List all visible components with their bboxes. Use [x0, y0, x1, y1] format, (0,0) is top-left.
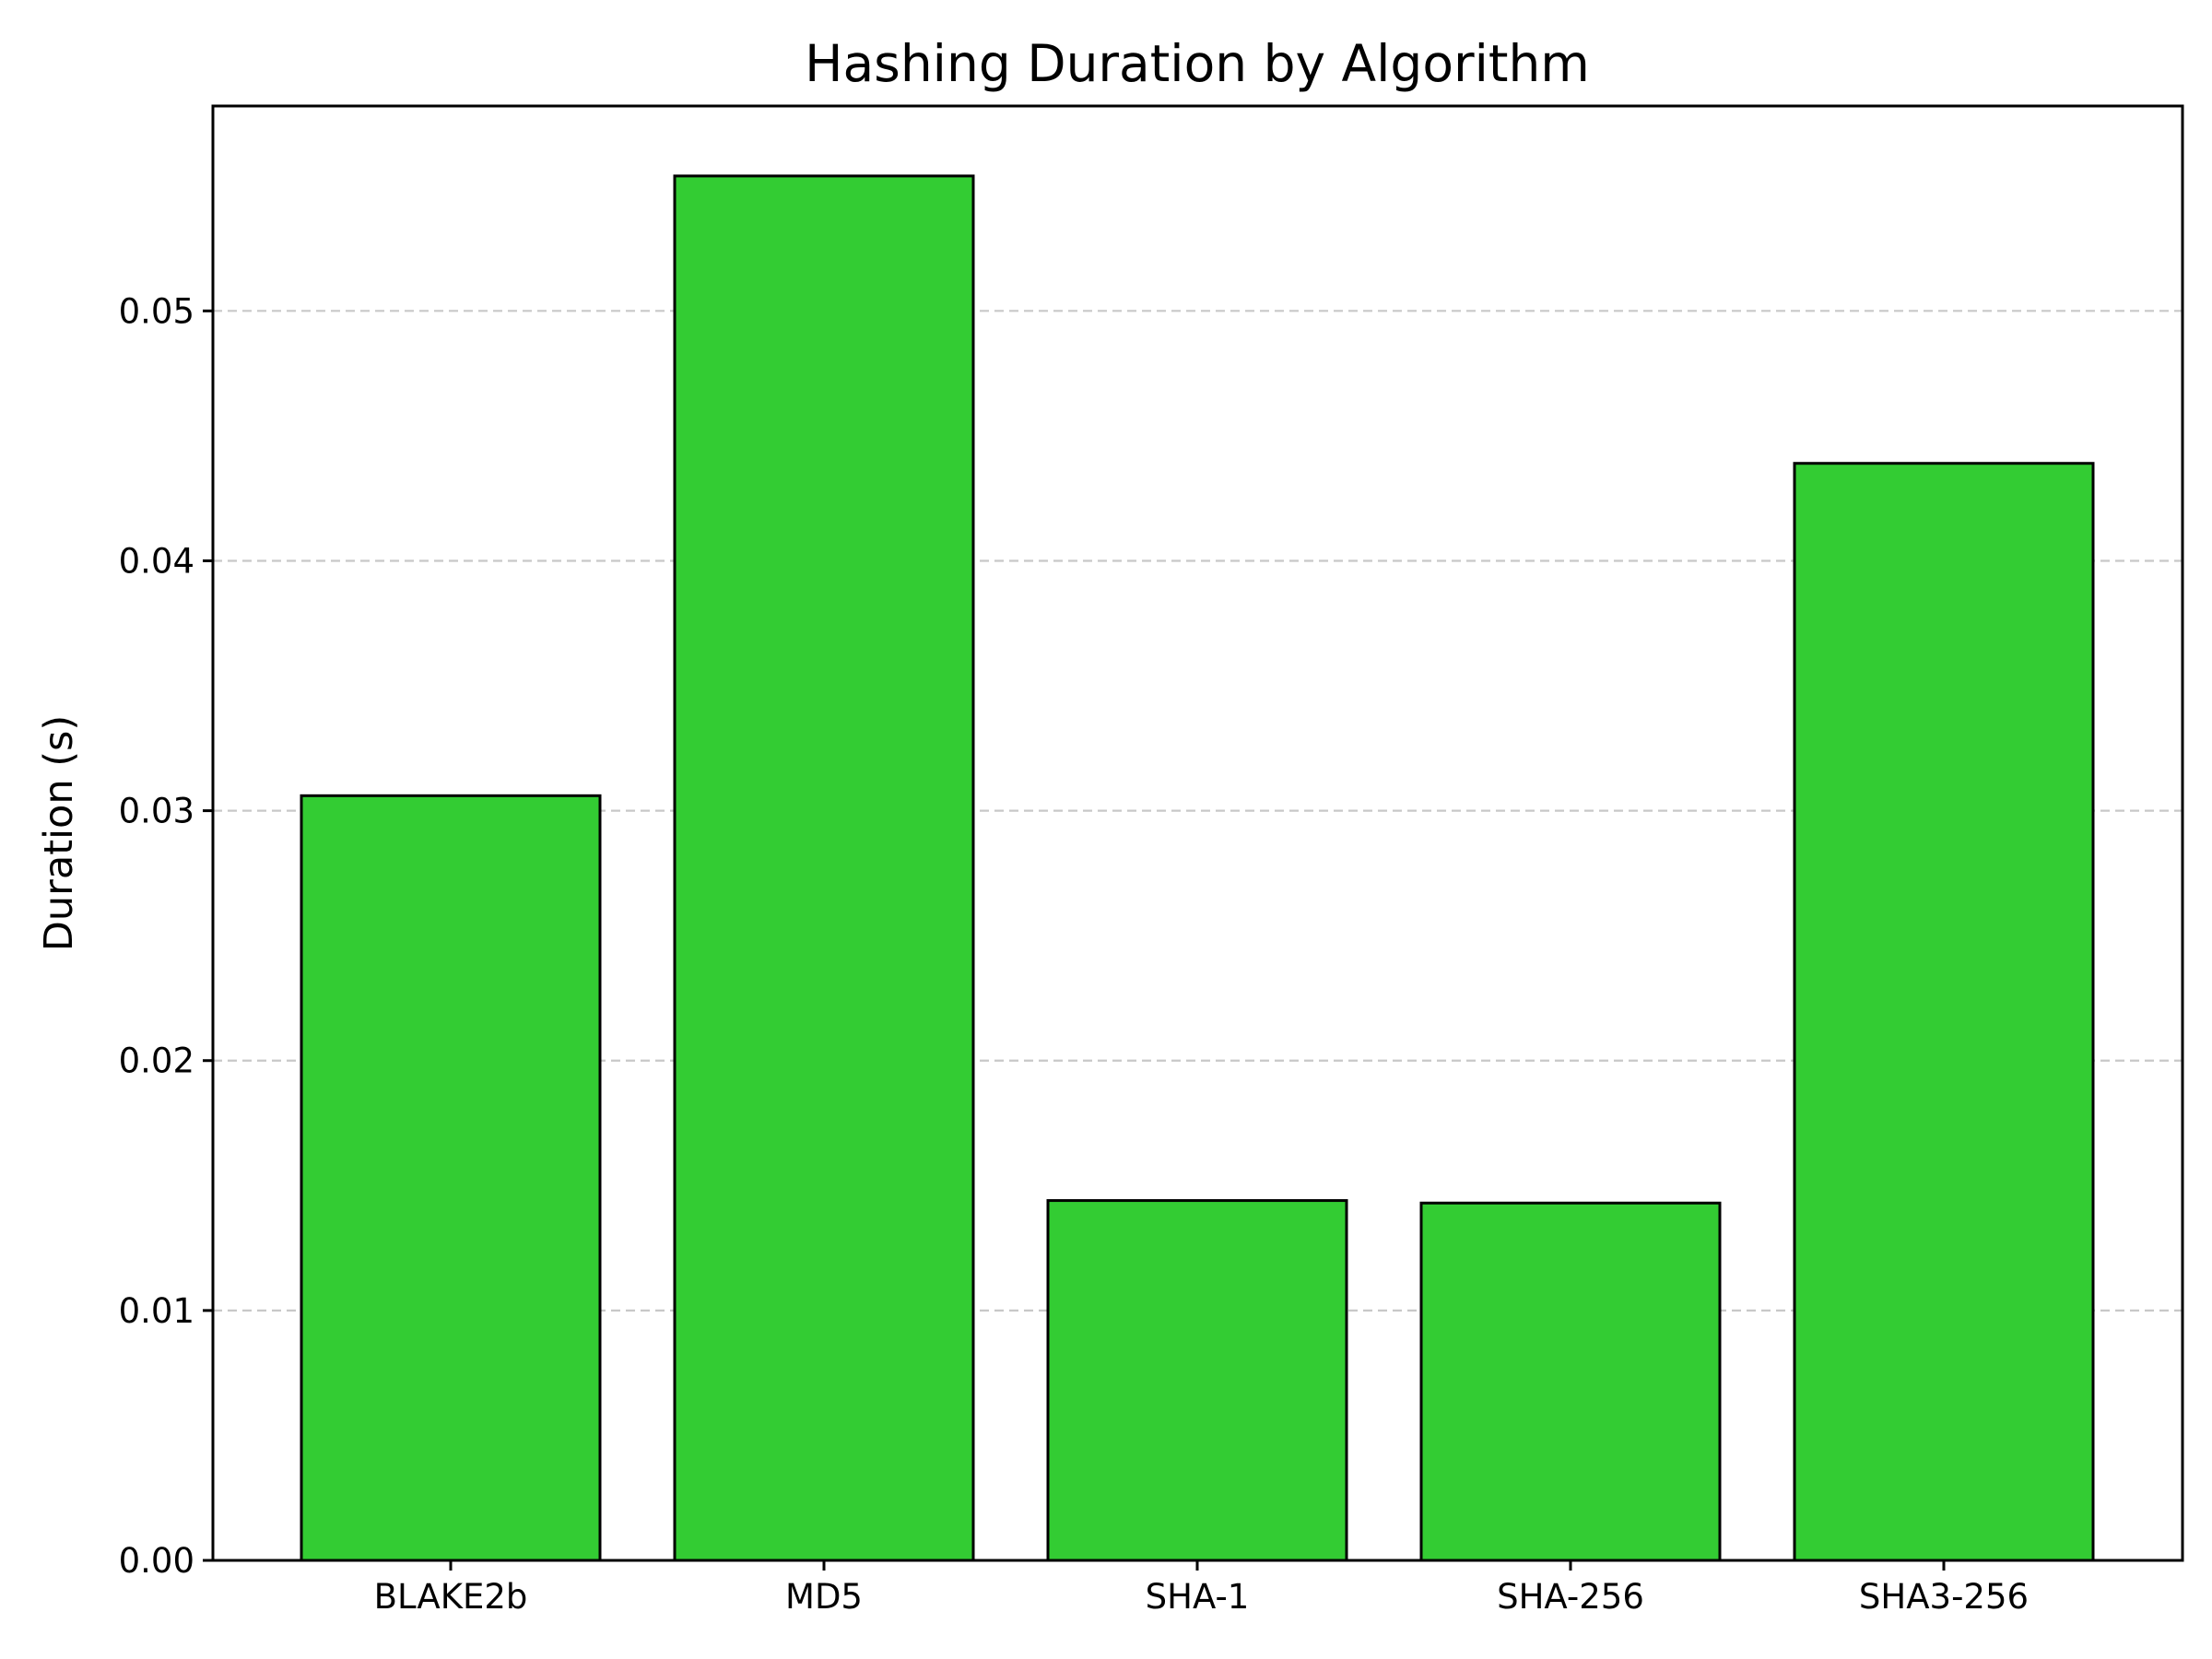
y-tick-label: 0.00	[119, 1541, 194, 1581]
y-tick-label: 0.02	[119, 1041, 194, 1081]
y-axis-ticks: 0.00 0.01 0.02 0.03 0.04 0.05	[119, 291, 213, 1581]
bar-sha3-256	[1793, 462, 2095, 1562]
y-tick-label: 0.03	[119, 792, 194, 831]
x-axis-ticks: BLAKE2b MD5 SHA-1 SHA-256 SHA3-256	[374, 1560, 2029, 1617]
x-tick-label: SHA3-256	[1859, 1577, 2029, 1617]
y-tick-label: 0.04	[119, 541, 194, 581]
bars	[300, 174, 2095, 1562]
x-tick-label: SHA-256	[1497, 1577, 1644, 1617]
y-axis-label: Duration (s)	[36, 715, 82, 951]
chart-title: Hashing Duration by Algorithm	[805, 34, 1590, 93]
bar-sha-256	[1419, 1201, 1722, 1562]
bar-blake2b	[300, 794, 602, 1562]
bar-sha-1	[1046, 1199, 1348, 1562]
bar-md5	[673, 174, 975, 1562]
y-tick-label: 0.05	[119, 291, 194, 331]
y-tick-label: 0.01	[119, 1291, 194, 1331]
x-tick-label: SHA-1	[1146, 1577, 1250, 1617]
x-tick-label: MD5	[785, 1577, 863, 1617]
x-tick-label: BLAKE2b	[374, 1577, 528, 1617]
